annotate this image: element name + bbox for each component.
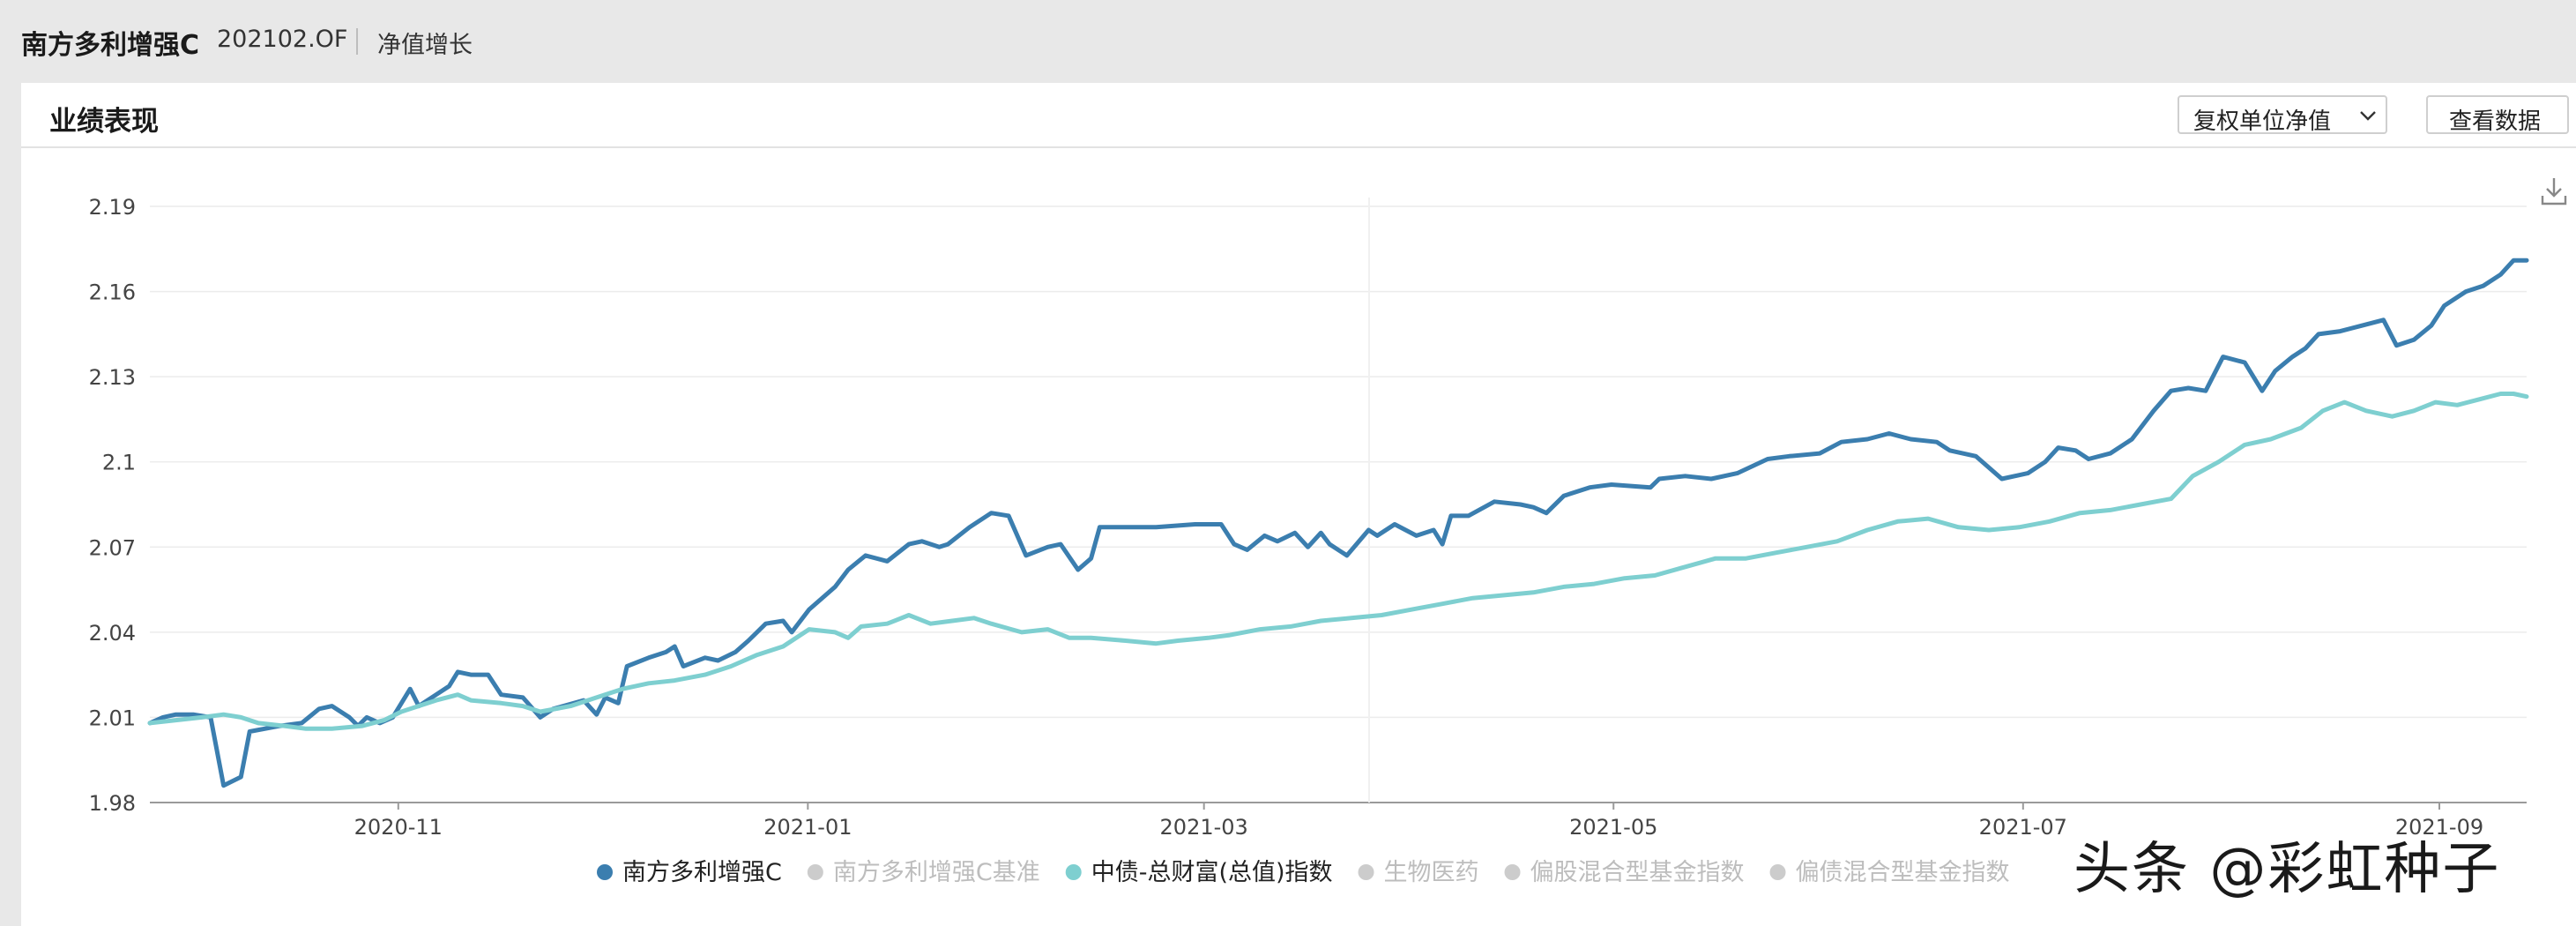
x-tick-label: 2021-01 (763, 815, 852, 840)
x-tick-label: 2020-11 (354, 815, 443, 840)
legend-marker[interactable] (1504, 864, 1521, 880)
fund-nav-series-line (147, 258, 2529, 788)
legend-item-label[interactable]: 偏债混合型基金指数 (1796, 859, 2010, 886)
y-tick-label: 2.16 (89, 280, 136, 305)
legend-marker[interactable] (1065, 864, 1082, 880)
y-tick-label: 2.01 (89, 706, 136, 730)
nav-type-select[interactable]: 复权单位净值 (2178, 95, 2387, 135)
bond-index-series-line (147, 392, 2529, 731)
x-tick-label: 2021-05 (1569, 815, 1657, 840)
x-tick-label: 2021-09 (2395, 815, 2483, 840)
fund-name: 南方多利增强C (21, 30, 200, 61)
y-tick-label: 2.19 (89, 195, 136, 220)
legend-item-label[interactable]: 南方多利增强C基准 (833, 859, 1040, 886)
download-icon[interactable] (2541, 176, 2567, 206)
tab-nav-growth[interactable]: 净值增长 (377, 32, 473, 59)
y-tick-label: 1.98 (89, 791, 136, 816)
y-tick-label: 2.13 (89, 365, 136, 390)
legend-marker[interactable] (1358, 864, 1374, 880)
y-tick-label: 2.04 (89, 621, 136, 646)
header-divider (356, 28, 358, 55)
card-title: 业绩表现 (49, 106, 159, 138)
legend-marker[interactable] (807, 864, 823, 880)
chevron-down-icon (2360, 111, 2376, 121)
nav-type-select-value: 复权单位净值 (2193, 108, 2332, 135)
legend-item-label[interactable]: 中债-总财富(总值)指数 (1091, 859, 1333, 886)
legend-item-label[interactable]: 南方多利增强C (622, 859, 782, 886)
watermark-text: 头条 @彩虹种子 (2073, 837, 2501, 902)
card-header: 业绩表现 复权单位净值 查看数据 (21, 83, 2576, 148)
view-data-button[interactable]: 查看数据 (2426, 95, 2569, 135)
fund-header-bar: 南方多利增强C 202102.OF 净值增长 (0, 0, 2576, 83)
legend-item-label[interactable]: 偏股混合型基金指数 (1530, 859, 1745, 886)
legend-marker[interactable] (597, 864, 613, 880)
fund-code: 202102.OF (217, 26, 348, 53)
y-tick-label: 2.07 (89, 535, 136, 560)
legend-marker[interactable] (1769, 864, 1786, 880)
x-tick-label: 2021-07 (1979, 815, 2067, 840)
x-tick-label: 2021-03 (1160, 815, 1248, 840)
y-tick-label: 2.1 (102, 451, 136, 475)
view-data-button-label: 查看数据 (2449, 108, 2542, 135)
legend-item-label[interactable]: 生物医药 (1384, 859, 1479, 886)
